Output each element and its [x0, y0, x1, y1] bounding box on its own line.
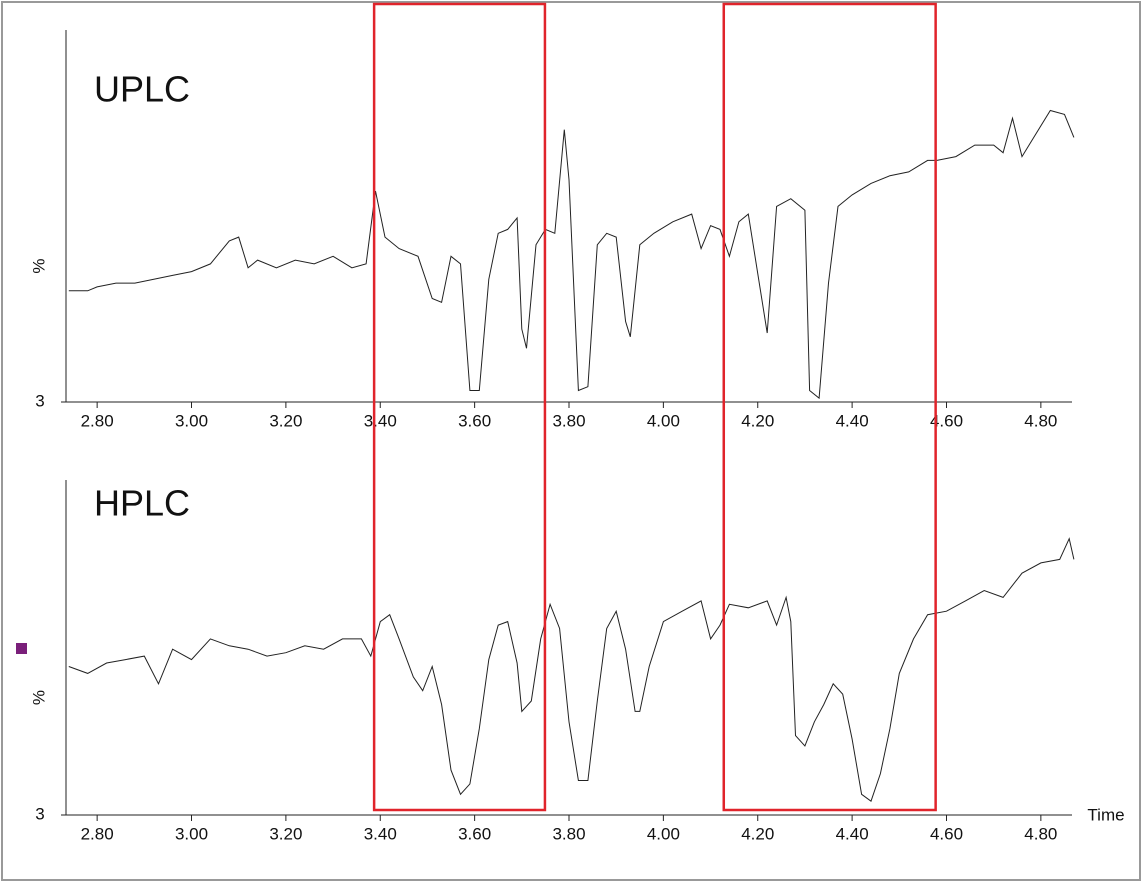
y-tick-label: 3 — [35, 391, 44, 410]
x-tick-label: 4.80 — [1024, 824, 1057, 843]
marker-icon — [16, 643, 27, 654]
highlight-box — [372, 2, 547, 812]
y-axis-label: % — [29, 690, 48, 705]
chart-title: HPLC — [94, 483, 190, 524]
x-tick-label: 2.80 — [81, 411, 114, 430]
y-tick-label: 3 — [35, 804, 44, 823]
x-tick-label: 2.80 — [81, 824, 114, 843]
x-tick-label: 4.00 — [647, 411, 680, 430]
x-tick-label: 4.20 — [741, 411, 774, 430]
x-tick-label: 3.20 — [269, 824, 302, 843]
chart-title: UPLC — [94, 69, 190, 110]
x-tick-label: 4.20 — [741, 824, 774, 843]
x-tick-label: 4.60 — [930, 824, 963, 843]
x-tick-label: 4.60 — [930, 411, 963, 430]
x-tick-label: 3.20 — [269, 411, 302, 430]
x-tick-label: 3.40 — [364, 411, 397, 430]
x-axis-label: Time — [1087, 805, 1124, 824]
x-tick-label: 3.80 — [552, 824, 585, 843]
x-tick-label: 4.00 — [647, 824, 680, 843]
x-tick-label: 3.80 — [552, 411, 585, 430]
x-tick-label: 3.40 — [364, 824, 397, 843]
x-tick-label: 3.00 — [175, 411, 208, 430]
y-axis-label: % — [29, 258, 48, 273]
trace — [68, 537, 1075, 803]
x-tick-label: 4.40 — [836, 411, 869, 430]
highlight-box — [722, 2, 937, 812]
x-tick-label: 4.40 — [836, 824, 869, 843]
trace — [68, 109, 1075, 400]
x-tick-label: 3.60 — [458, 824, 491, 843]
x-tick-label: 4.80 — [1024, 411, 1057, 430]
x-tick-label: 3.60 — [458, 411, 491, 430]
x-tick-label: 3.00 — [175, 824, 208, 843]
